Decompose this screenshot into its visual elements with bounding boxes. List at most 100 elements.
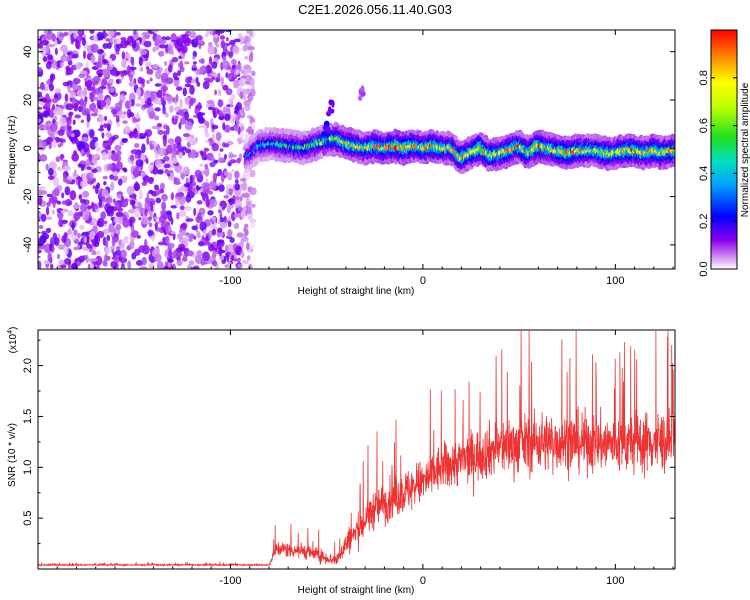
heatmap-noise-cell	[211, 143, 219, 152]
heatmap-noise-cell	[92, 185, 96, 190]
heatmap-noise-cell	[89, 30, 95, 34]
heatmap-noise-cell	[238, 137, 242, 145]
heatmap-noise-cell	[110, 261, 117, 269]
heatmap-noise-cell	[158, 50, 165, 57]
heatmap-noise-cell	[181, 222, 188, 230]
heatmap-noise-cell	[136, 87, 142, 97]
heatmap-noise-cell	[207, 242, 212, 247]
heatmap-noise-cell	[237, 257, 241, 264]
heatmap-noise-cell	[196, 230, 201, 239]
heatmap-noise-cell	[189, 174, 193, 184]
heatmap-noise-cell	[111, 108, 118, 115]
heatmap-noise-cell	[38, 124, 44, 130]
heatmap-noise-cell	[238, 78, 246, 87]
heatmap-noise-cell	[227, 98, 232, 103]
heatmap-noise-cell	[170, 230, 176, 235]
heatmap-noise-cell	[76, 89, 84, 98]
heatmap-noise-cell	[191, 67, 198, 71]
heatmap-noise-cell	[75, 129, 80, 138]
heatmap-noise-cell	[148, 222, 153, 228]
heatmap-noise-cell	[64, 198, 73, 207]
heatmap-noise-cell	[107, 30, 115, 38]
heatmap-noise-cell	[207, 45, 216, 55]
heatmap-noise-cell	[145, 61, 152, 67]
heatmap-noise-cell	[114, 249, 122, 256]
heatmap-noise-cell	[191, 225, 198, 231]
heatmap-noise-cell	[204, 132, 210, 138]
heatmap-noise-cell	[120, 266, 126, 269]
heatmap-noise-cell	[65, 103, 74, 111]
heatmap-noise-cell	[81, 110, 90, 116]
heatmap-noise-cell	[40, 47, 47, 55]
heatmap-noise-cell	[166, 94, 174, 102]
heatmap-noise-cell	[67, 228, 72, 235]
heatmap-noise-cell	[175, 115, 179, 120]
heatmap-noise-cell	[38, 225, 44, 229]
heatmap-noise-cell	[151, 234, 155, 242]
heatmap-noise-cell	[178, 55, 182, 60]
heatmap-noise-cell	[81, 148, 85, 157]
heatmap-noise-cell	[173, 181, 182, 185]
heatmap-noise-cell	[55, 156, 61, 163]
heatmap-noise-cell	[129, 154, 135, 162]
heatmap-noise-cell	[73, 229, 78, 236]
heatmap-noise-cell	[109, 174, 114, 180]
heatmap-noise-cell	[233, 124, 240, 132]
heatmap-noise-cell	[118, 215, 123, 225]
heatmap-noise-cell	[223, 143, 230, 148]
heatmap-noise-cell	[86, 113, 91, 123]
heatmap-noise-cell	[231, 64, 236, 69]
heatmap-noise-cell	[60, 264, 67, 269]
heatmap-noise-cell	[98, 198, 102, 208]
heatmap-noise-cell	[127, 260, 132, 269]
heatmap-noise-cell	[53, 187, 60, 197]
heatmap-noise-cell	[42, 56, 48, 62]
heatmap-noise-cell	[234, 179, 239, 184]
heatmap-noise-cell	[181, 146, 187, 150]
heatmap-noise-cell	[49, 83, 54, 92]
heatmap-noise-cell	[139, 266, 148, 269]
heatmap-noise-cell	[229, 154, 237, 158]
heatmap-noise-cell	[224, 170, 228, 176]
heatmap-noise-cell	[141, 215, 148, 225]
heatmap-noise-cell	[97, 128, 105, 132]
heatmap-noise-cell	[60, 61, 64, 68]
heatmap-noise-cell	[162, 237, 166, 244]
heatmap-noise-cell	[83, 236, 88, 244]
heatmap-noise-cell	[69, 134, 78, 142]
heatmap-noise-cell	[114, 201, 120, 209]
heatmap-noise-cell	[248, 95, 254, 101]
heatmap-noise-cell	[106, 208, 112, 214]
heatmap-noise-cell	[60, 153, 64, 161]
heatmap-noise-cell	[184, 183, 190, 188]
heatmap-noise-cell	[179, 200, 184, 205]
heatmap-noise-cell	[168, 250, 173, 257]
heatmap-noise-cell	[181, 257, 188, 262]
heatmap-noise-cell	[102, 175, 108, 180]
heatmap-noise-cell	[135, 103, 142, 107]
heatmap-noise-cell	[109, 245, 116, 250]
heatmap-noise-cell	[157, 129, 165, 135]
heatmap-noise-cell	[240, 177, 247, 182]
heatmap-noise-cell	[138, 56, 143, 67]
heatmap-noise-cell	[132, 205, 136, 209]
heatmap-noise-cell	[178, 109, 184, 116]
heatmap-noise-cell	[47, 43, 55, 48]
heatmap-noise-cell	[87, 205, 92, 210]
heatmap-noise-cell	[97, 115, 105, 123]
heatmap-noise-cell	[165, 235, 170, 245]
heatmap-noise-cell	[103, 123, 108, 128]
heatmap-noise-cell	[111, 239, 116, 247]
heatmap-noise-cell	[57, 244, 65, 251]
heatmap-noise-cell	[54, 88, 62, 94]
heatmap-noise-cell	[107, 156, 112, 160]
heatmap-noise-cell	[45, 227, 52, 234]
heatmap-noise-cell	[83, 50, 86, 59]
heatmap-noise-cell	[242, 206, 247, 212]
heatmap-noise-cell	[167, 138, 175, 145]
heatmap-noise-cell	[90, 43, 99, 53]
heatmap-noise-cell	[110, 231, 115, 238]
heatmap-noise-cell	[200, 257, 205, 266]
heatmap-noise-cell	[189, 84, 195, 95]
heatmap-noise-cell	[63, 232, 68, 239]
